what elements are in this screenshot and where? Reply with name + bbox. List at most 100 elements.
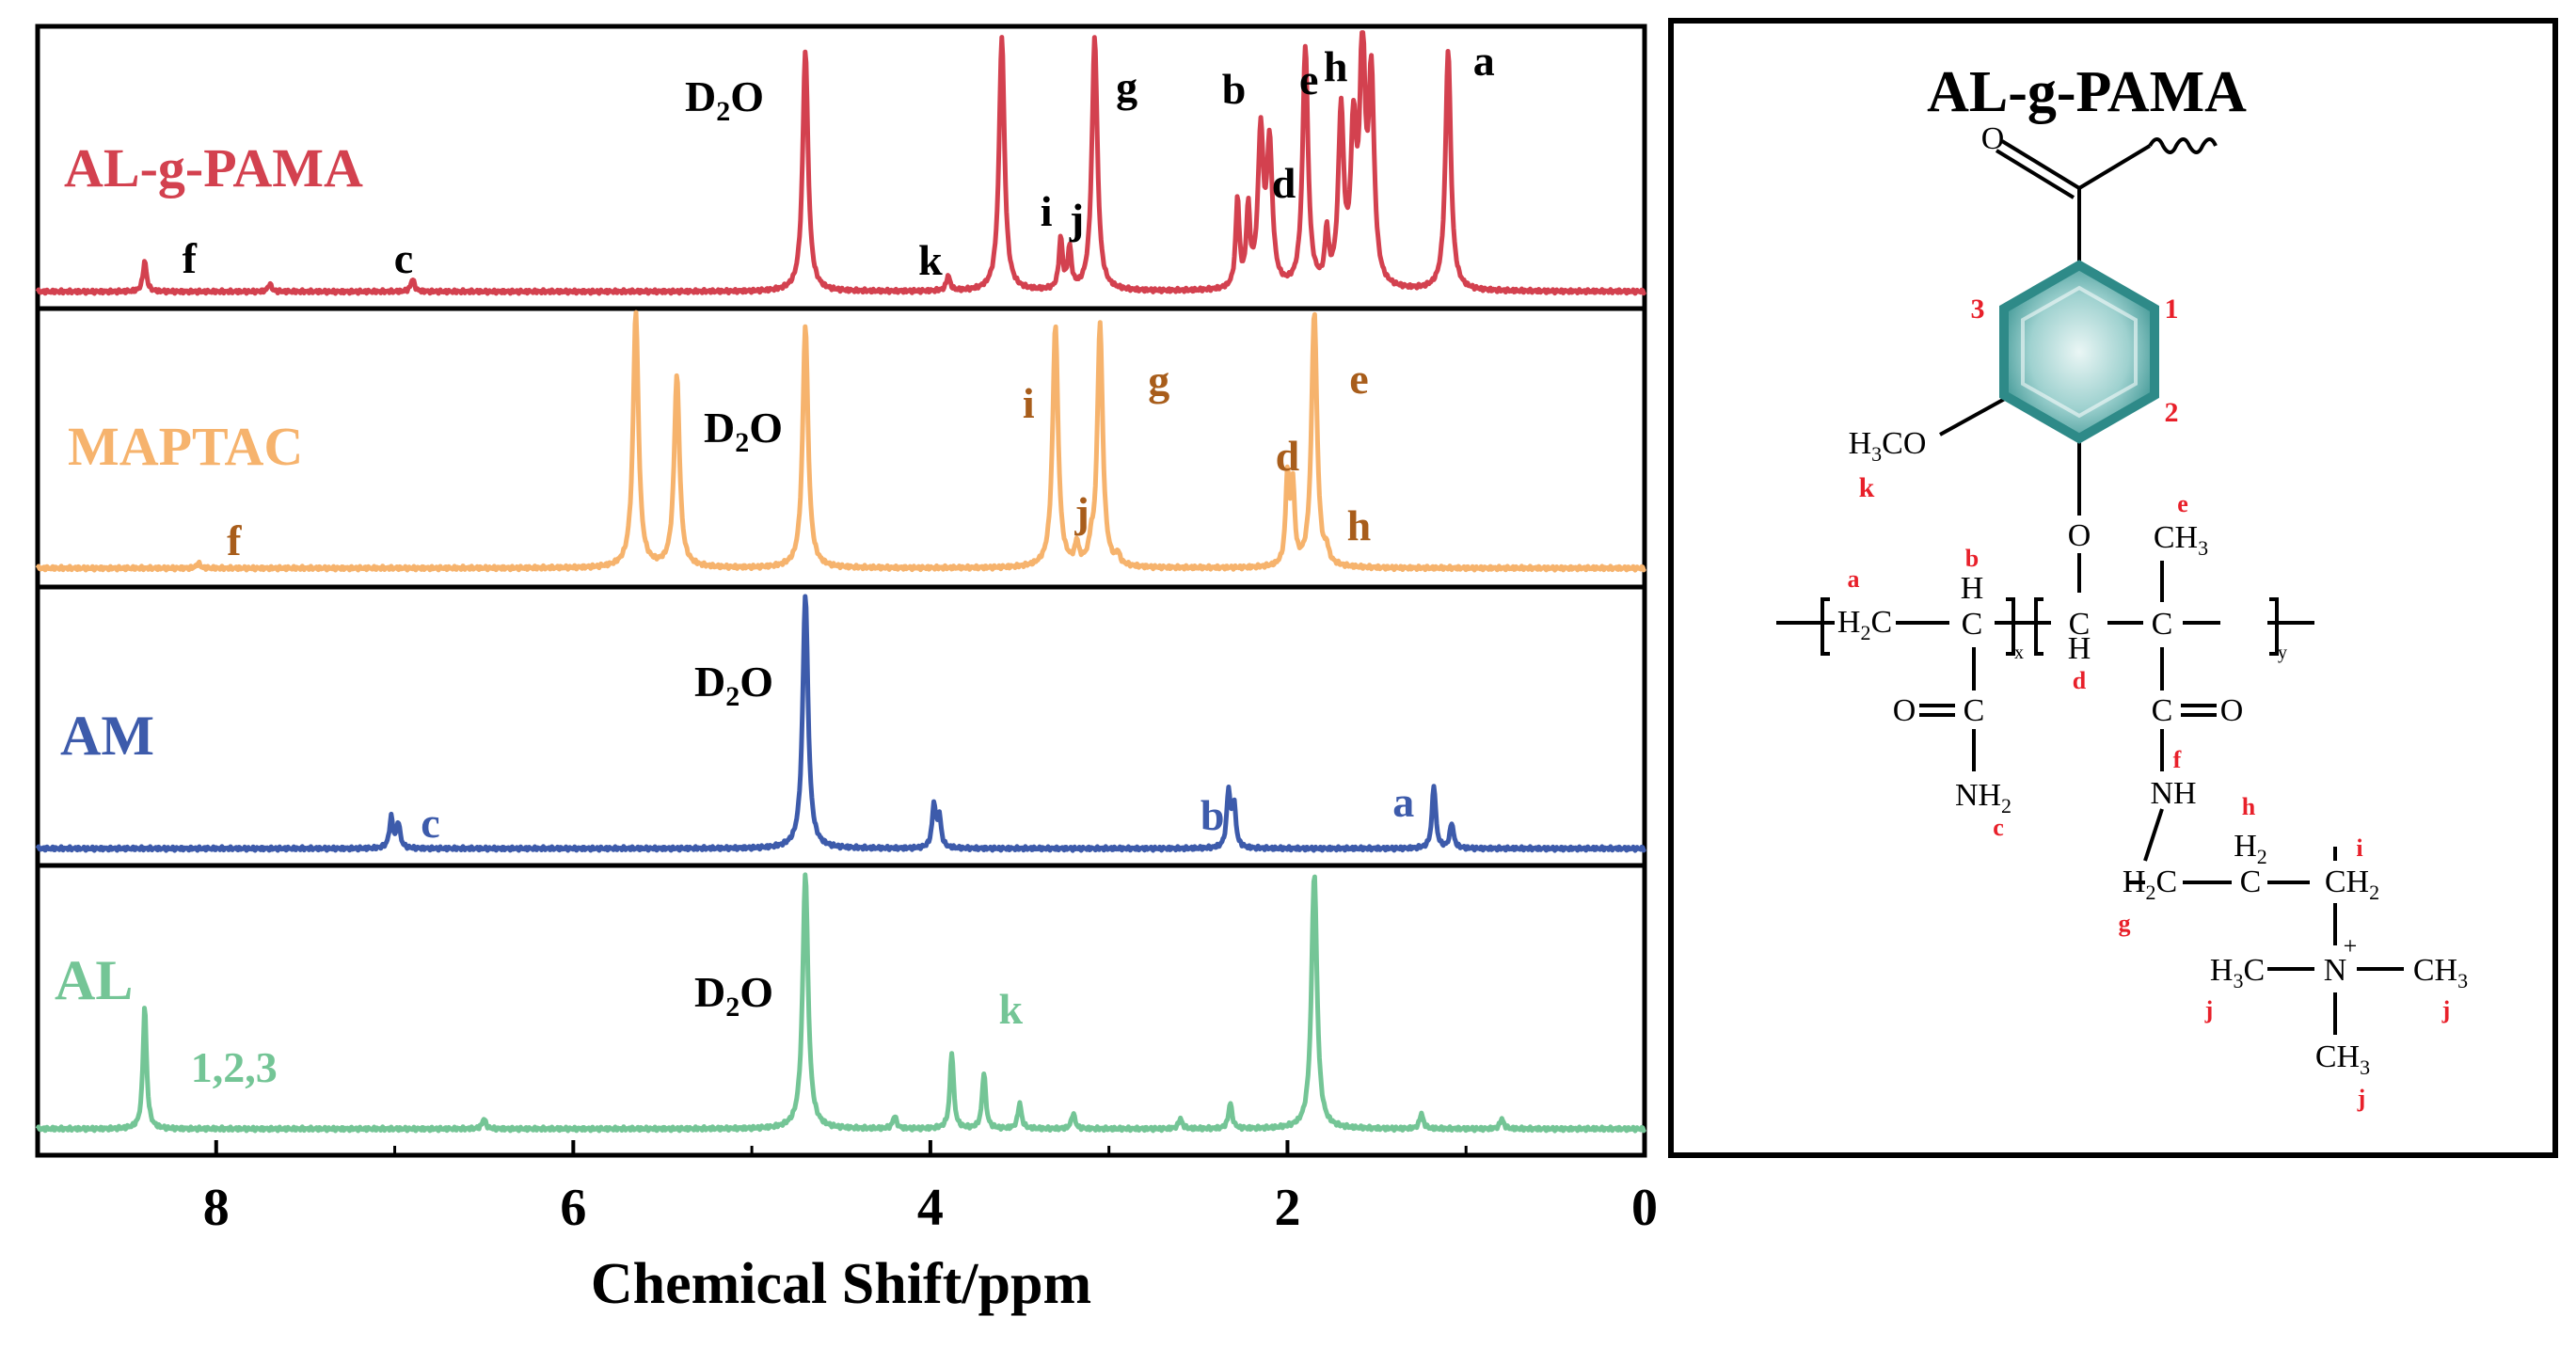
peak-label: f xyxy=(227,516,242,564)
spectrum-line xyxy=(35,309,1647,573)
marker-d: d xyxy=(2073,667,2087,694)
atom-nh2: NH2 xyxy=(1955,778,2012,817)
atom-h-b: H xyxy=(1961,571,1984,606)
peak-label: i xyxy=(1023,379,1035,427)
atom-h-d: H xyxy=(2068,631,2091,666)
charge-plus: + xyxy=(2344,932,2358,960)
peak-label: j xyxy=(1074,488,1089,536)
atom-h2-h: H2 xyxy=(2234,829,2267,868)
series-name: AL-g-PAMA xyxy=(64,137,363,198)
spectrum-al: AL D2O 1,2,3 k xyxy=(35,872,1647,1134)
atom-h2c: H2C xyxy=(1837,605,1892,644)
series-name: AM xyxy=(60,705,154,767)
atom-c-amide1: C xyxy=(1964,693,1985,728)
atom-c-b: C xyxy=(1962,607,1983,642)
atom-c-d: C xyxy=(2069,607,2091,642)
marker-j-bottom: j xyxy=(2357,1085,2366,1112)
subscript-x: x xyxy=(2014,643,2024,663)
x-tick-label: 8 xyxy=(203,1179,230,1237)
atom-n-plus: N xyxy=(2324,953,2347,988)
peak-label: h xyxy=(1347,501,1372,549)
atom-c-h: C xyxy=(2240,865,2262,899)
solvent-label: D2O xyxy=(685,72,764,127)
spectrum-line xyxy=(35,30,1647,296)
x-tick-label: 4 xyxy=(917,1179,944,1237)
series-name: AL xyxy=(55,949,133,1011)
x-tick-label: 6 xyxy=(560,1179,586,1237)
peak-label: h xyxy=(1324,42,1348,90)
marker-i: i xyxy=(2356,834,2362,862)
solvent-label: D2O xyxy=(694,968,773,1023)
bond-lines xyxy=(1776,137,2404,1035)
spectrum-line xyxy=(35,872,1647,1134)
subscript-y: y xyxy=(2278,643,2287,663)
marker-ring-1: 1 xyxy=(2165,294,2179,325)
marker-c: c xyxy=(1993,814,2004,841)
atom-ch3: CH3 xyxy=(2154,520,2208,560)
x-tick-label: 2 xyxy=(1274,1179,1300,1237)
spectrum-am: AM D2O c b a xyxy=(35,594,1647,853)
peak-label: j xyxy=(1069,195,1084,243)
spectrum-al-g-pama: AL-g-PAMA D2O f c k i j g bd e h a xyxy=(35,30,1647,296)
peak-label: d xyxy=(1276,432,1300,480)
atom-ch3-right: CH3 xyxy=(2413,953,2468,992)
structure-panel: AL-g-PAMA xyxy=(1668,18,2558,1158)
marker-j-left: j xyxy=(2204,996,2214,1024)
solvent-label: D2O xyxy=(704,404,783,458)
marker-g: g xyxy=(2119,910,2131,937)
peak-label: b xyxy=(1201,791,1225,839)
structure-title: AL-g-PAMA xyxy=(1927,60,2247,124)
marker-h: h xyxy=(2242,793,2256,820)
atom-o-amide1: O xyxy=(1893,693,1916,728)
peak-label: b xyxy=(1222,65,1247,113)
structure-frame xyxy=(1668,18,2558,1158)
peak-label: a xyxy=(1392,778,1414,826)
atom-h3co: H3CO xyxy=(1849,426,1927,466)
peak-label: c xyxy=(421,799,439,847)
plot-frame xyxy=(35,24,1647,1158)
marker-k: k xyxy=(1859,472,1875,503)
peak-label: k xyxy=(918,236,943,284)
marker-b: b xyxy=(1965,545,1979,572)
atom-o-link: O xyxy=(2068,518,2091,553)
peak-label: e xyxy=(1299,56,1318,103)
benzene-ring xyxy=(1999,260,2159,444)
solvent-label: D2O xyxy=(694,658,773,712)
atom-ch3-bottom: CH3 xyxy=(2315,1040,2370,1079)
atom-h3c-left: H3C xyxy=(2210,953,2265,992)
peak-label: e xyxy=(1349,355,1368,403)
peak-label: d xyxy=(1272,159,1296,207)
peak-label: 1,2,3 xyxy=(191,1043,278,1091)
atom-o-carbonyl: O xyxy=(1981,121,2005,156)
atom-h2c-g: H2C xyxy=(2123,865,2177,904)
x-tick-label: 0 xyxy=(1631,1179,1658,1237)
peak-label: g xyxy=(1148,357,1169,405)
atom-c-amide2: C xyxy=(2152,693,2173,728)
marker-e: e xyxy=(2177,490,2188,517)
atom-nh: NH xyxy=(2150,776,2196,811)
marker-a: a xyxy=(1848,565,1860,593)
atom-ch2-i: CH2 xyxy=(2325,865,2379,904)
spectrum-line xyxy=(35,594,1647,853)
peak-label: a xyxy=(1473,37,1495,85)
atom-labels: O H3CO O CH3 H2C H C C H C O C C O NH2 N… xyxy=(1837,121,2468,1079)
position-markers: 3 1 2 k a b c d e f g h i j j j xyxy=(1848,294,2451,1112)
peak-label: g xyxy=(1116,63,1137,111)
marker-j-right: j xyxy=(2441,996,2451,1024)
atom-o-amide2: O xyxy=(2220,693,2244,728)
peak-label: i xyxy=(1041,187,1053,235)
series-name: MAPTAC xyxy=(68,416,303,477)
x-axis: 8 6 4 2 0 xyxy=(203,1140,1658,1237)
marker-ring-3: 3 xyxy=(1971,294,1985,325)
spectrum-maptac: MAPTAC D2O f i j g d e h xyxy=(35,309,1647,573)
marker-f: f xyxy=(2173,746,2182,773)
peak-label: f xyxy=(183,234,198,282)
x-axis-label: Chemical Shift/ppm xyxy=(591,1252,1091,1316)
peak-label: c xyxy=(394,234,413,282)
peak-label: k xyxy=(999,985,1024,1033)
marker-ring-2: 2 xyxy=(2165,397,2179,428)
atom-c-quaternary: C xyxy=(2152,607,2173,642)
